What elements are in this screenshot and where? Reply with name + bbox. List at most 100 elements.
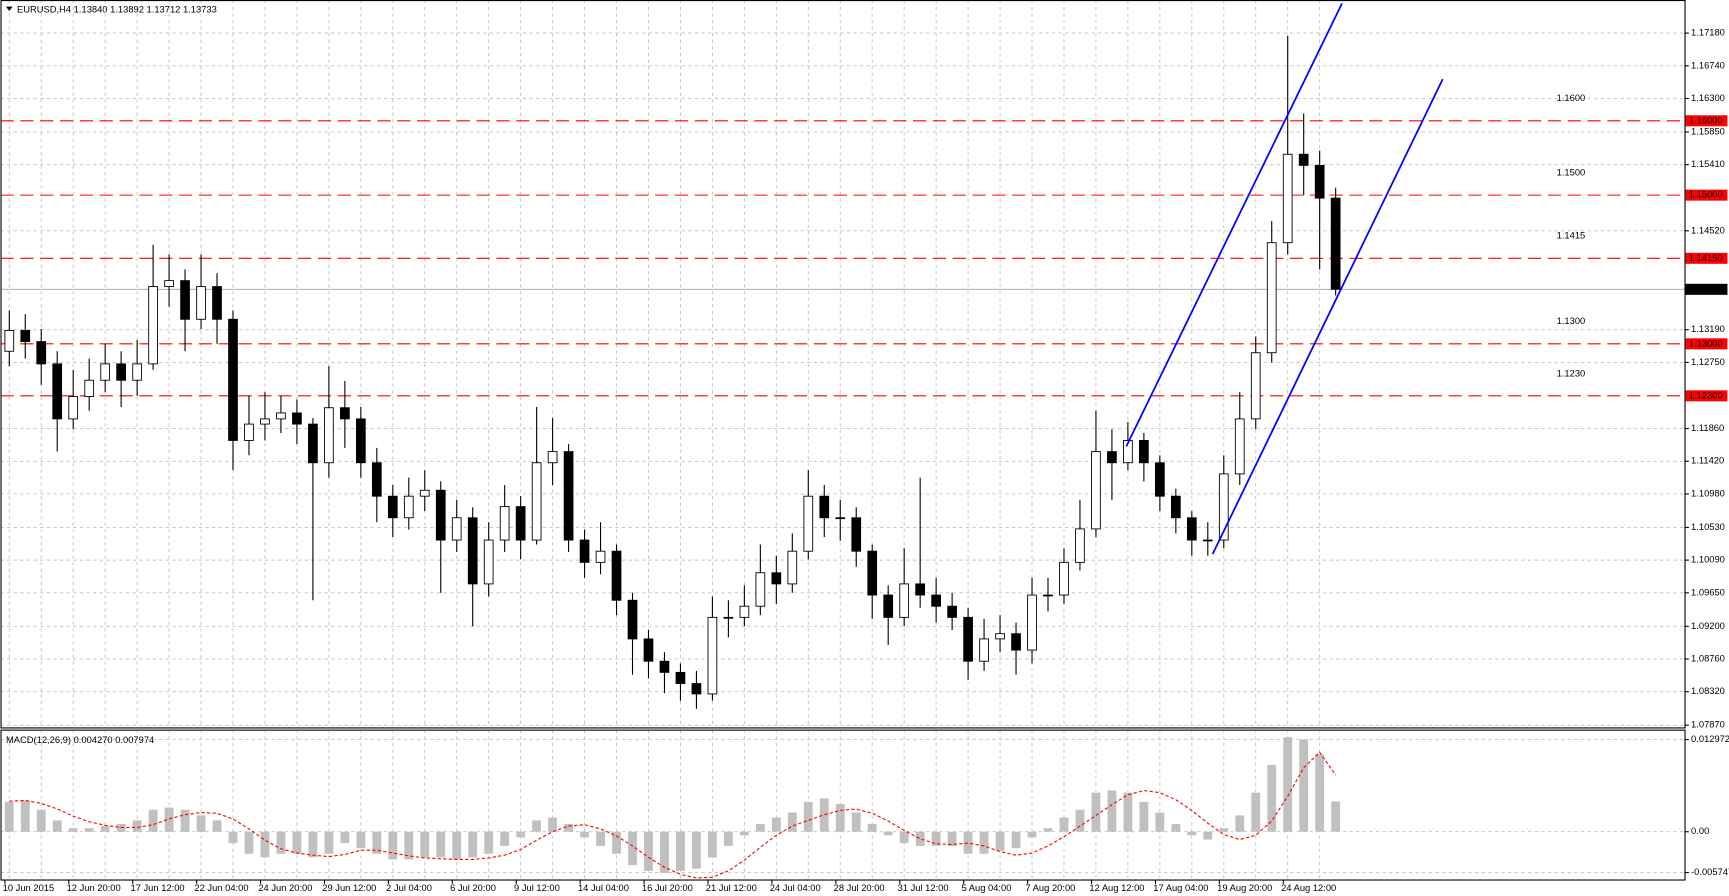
macd-bar [20,800,30,832]
candle-body [1282,153,1293,244]
x-tick-label: 28 Jul 20:00 [834,883,885,893]
candle-body [931,594,941,607]
chart-title: EURUSD,H4 1.13840 1.13892 1.13712 1.1373… [17,4,217,14]
macd-bar [851,812,861,832]
macd-bar [1235,815,1245,832]
macd-bar [4,801,14,832]
candle-body [4,329,15,352]
candle-body [1314,164,1325,199]
candle-body [196,286,206,320]
macd-bar [1219,828,1229,832]
macd-bar [276,831,286,854]
candle-body [1202,539,1213,542]
macd-bar [420,831,430,858]
candle-body [164,280,174,288]
y-tick-label: 1.13190 [1691,324,1725,334]
candle-body [883,594,894,618]
candle-body [547,451,558,464]
macd-bar [1075,809,1085,832]
level-tag [1685,390,1728,402]
last-price-tag [1685,283,1728,295]
candle-body [324,407,334,464]
level-label: 1.1300 [1557,316,1586,326]
candle-body [419,489,430,497]
level-tag-label: 1.12300 [1689,390,1723,400]
candle-body [244,423,254,441]
candle-body [228,318,238,441]
macd-bar [1187,831,1197,836]
macd-bar [548,817,558,832]
macd-bar [1139,801,1149,832]
macd-bar [100,826,110,832]
x-tick-label: 24 Aug 12:00 [1281,883,1336,893]
level-label: 1.1600 [1557,93,1586,103]
macd-bar [947,831,957,846]
candle-body [771,572,782,585]
macd-bar [340,831,350,844]
candle-body [20,329,31,343]
candle-body [1298,153,1309,166]
macd-bar [260,831,270,858]
y-tick-label: 1.10090 [1691,555,1725,565]
macd-bar [819,798,829,832]
macd-bar [148,809,158,832]
macd-bar [196,815,206,832]
candle-body [132,363,142,381]
level-tag [1685,189,1728,201]
macd-bar [388,831,398,860]
macd-bar [564,823,573,832]
candle-body [675,671,686,684]
y-tick-label: 0.012972 [1691,734,1729,744]
trendline [1211,78,1444,555]
candle-body [579,539,590,563]
y-tick-label: 1.10530 [1691,522,1725,532]
level-tag-label: 1.16000 [1689,115,1723,125]
macd-bar [931,831,941,846]
macd-bar [692,831,701,869]
macd-bar [739,831,749,836]
macd-bar [84,828,94,832]
macd-bar [212,820,222,832]
y-tick-label: 1.09650 [1691,587,1725,597]
x-tick-label: 24 Jun 20:00 [258,883,312,893]
x-tick-label: 22 Jun 04:00 [194,883,248,893]
macd-bar [899,831,909,844]
macd-bar [708,831,717,858]
candle-body [835,517,846,520]
last-price-label: 1.13733 [1689,284,1723,294]
price-plot: 1.1600 1.1500 1.1415 1.1300 1.1230 [0,2,1685,709]
candle-body [819,495,830,519]
candle-body [659,660,670,673]
macd-bar [1203,831,1213,840]
y-tick-label: 1.14520 [1691,225,1725,235]
candle-body [371,462,382,497]
macd-bar [676,831,685,871]
x-tick-label: 9 Jul 12:00 [514,883,560,893]
y-tick-label: 1.15410 [1691,159,1725,169]
macd-bar [580,831,589,838]
candle-body [1027,594,1037,651]
macd-bar [500,831,510,846]
macd-bar [755,823,765,832]
candle-body [691,683,702,695]
y-tick-label: 1.11420 [1691,456,1724,466]
candle-body [1139,440,1149,464]
candle-body [1011,633,1021,651]
candle-body [739,605,750,618]
macd-bar [1011,831,1021,849]
x-tick-label: 10 Jun 2015 [3,883,55,893]
macd-bar [228,831,238,844]
candle-body [180,280,190,320]
y-tick-label: 1.10980 [1691,488,1725,498]
candle-body [1043,594,1053,597]
x-tick-label: 21 Jul 12:00 [706,883,757,893]
x-tick-label: 12 Aug 12:00 [1089,883,1144,893]
macd-bar [787,812,797,832]
candle-body [915,583,926,596]
macd-bar [644,831,653,871]
macd-frame [0,729,1686,881]
level-tag-label: 1.13000 [1689,338,1723,348]
y-tick-label: 1.17180 [1691,28,1725,38]
candle-body [212,286,222,320]
candle-body [467,517,478,585]
